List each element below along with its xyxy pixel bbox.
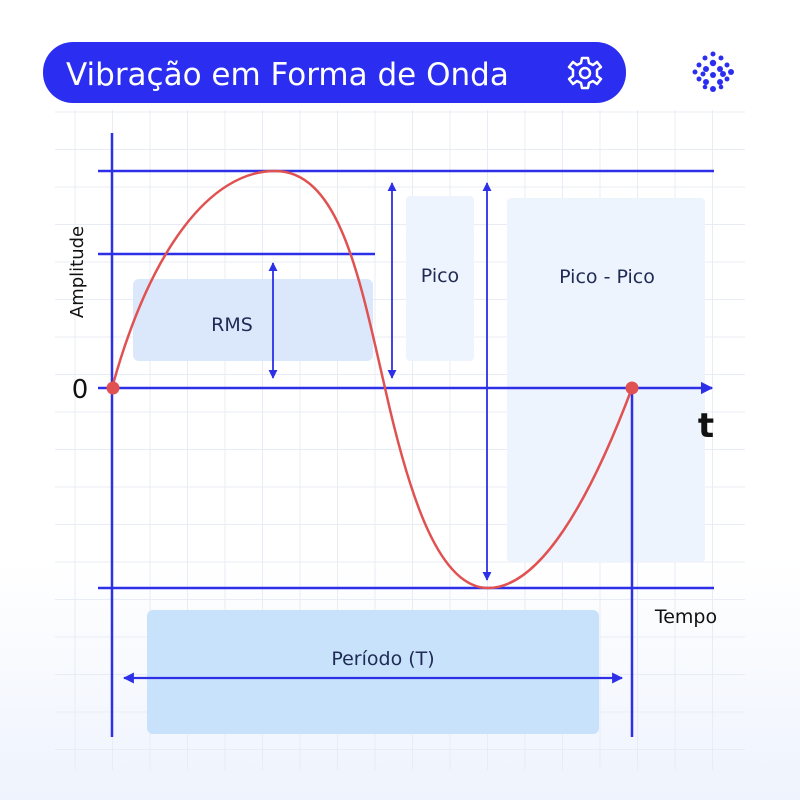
period-end-point [625, 381, 639, 395]
origin-label: 0 [72, 375, 89, 405]
logo-dot [710, 72, 716, 78]
rms-label: RMS [211, 314, 253, 336]
rms-box [133, 279, 373, 361]
peak-label: Pico [421, 265, 459, 287]
period-box [147, 610, 599, 734]
peak-to-peak-label: Pico - Pico [559, 266, 655, 288]
logo-dot [703, 79, 709, 85]
x-axis-label: t [698, 406, 714, 446]
period-label: Período (T) [331, 648, 434, 670]
title-banner: Vibração em Forma de Onda [43, 42, 626, 103]
peak-box [406, 196, 474, 361]
logo-dot [717, 66, 723, 72]
logo-dot [724, 76, 730, 82]
dots-logo [692, 51, 734, 92]
logo-dot [718, 84, 724, 90]
origin-point [106, 381, 120, 395]
logo-dot [709, 59, 717, 67]
logo-dot [703, 66, 709, 72]
logo-dot [710, 51, 716, 57]
logo-dot [696, 76, 702, 82]
logo-dot [700, 71, 706, 77]
logo-dot [702, 84, 708, 90]
logo-dot [728, 69, 734, 75]
logo-dot [724, 62, 730, 68]
page-title: Vibração em Forma de Onda [66, 57, 509, 93]
logo-dot [717, 79, 723, 85]
logo-dot [720, 71, 726, 77]
peak-to-peak-box [507, 198, 705, 562]
logo-dot [692, 69, 698, 75]
x-axis-caption: Tempo [654, 606, 717, 628]
gear-icon[interactable] [567, 56, 603, 90]
y-axis-label: Amplitude [67, 226, 88, 318]
waveform-curve [110, 169, 634, 590]
logo-dot [718, 55, 724, 61]
logo-dot [710, 86, 716, 92]
logo-dot [702, 55, 708, 61]
logo-dot [696, 62, 702, 68]
